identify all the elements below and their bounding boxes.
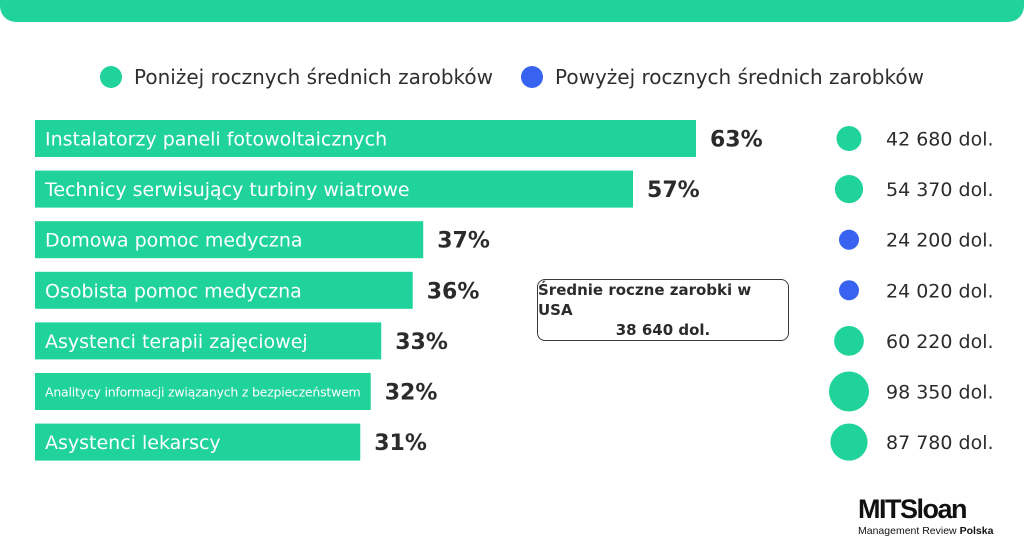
bar-value-label: 57% xyxy=(647,178,700,203)
salary-dot xyxy=(834,326,864,356)
bar xyxy=(35,373,371,410)
bar-value-label: 37% xyxy=(437,229,490,254)
bar xyxy=(35,322,382,360)
legend-item-above: Powyżej rocznych średnich zarobków xyxy=(521,65,924,89)
salary-dot xyxy=(839,280,859,301)
salary-dot xyxy=(834,175,864,204)
bar-value-label: 32% xyxy=(385,381,438,406)
bar-value-label: 63% xyxy=(710,128,763,153)
salary-label: 98 350 dol. xyxy=(886,382,994,404)
legend-dot-blue xyxy=(521,66,544,88)
logo-subtitle-bold: Polska xyxy=(959,525,994,537)
logo-wordmark: MITSloan xyxy=(858,494,968,524)
logo-subtitle-text: Management Review xyxy=(858,525,957,537)
salary-dot xyxy=(830,423,868,461)
average-salary-callout: Średnie roczne zarobki w USA 38 640 dol. xyxy=(537,279,789,341)
legend-label-below: Poniżej rocznych średnich zarobków xyxy=(134,65,494,89)
callout-title: Średnie roczne zarobki w USA xyxy=(538,280,752,319)
salary-dot xyxy=(838,229,860,250)
bar xyxy=(35,423,361,461)
salary-dot xyxy=(836,125,862,152)
bar xyxy=(35,120,696,157)
legend-item-below: Poniżej rocznych średnich zarobków xyxy=(100,65,493,89)
bar-category-label: Technicy serwisujący turbiny wiatrowe xyxy=(44,179,410,201)
salary-label: 87 780 dol. xyxy=(886,432,994,454)
salary-label: 24 020 dol. xyxy=(886,280,994,302)
legend-label-above: Powyżej rocznych średnich zarobków xyxy=(555,65,924,89)
salary-dot xyxy=(829,371,869,412)
mit-sloan-logo: MITSloan Management Review Polska xyxy=(858,494,1008,538)
bar-category-label: Asystenci lekarscy xyxy=(45,432,221,454)
salary-label: 60 220 dol. xyxy=(886,331,994,353)
bar-category-label: Asystenci terapii zajęciowej xyxy=(45,331,308,353)
callout-value: 38 640 dol. xyxy=(615,321,711,340)
bar-value-label: 31% xyxy=(374,431,427,456)
bar-category-label: Domowa pomoc medyczna xyxy=(45,230,303,252)
salary-label: 24 200 dol. xyxy=(886,230,994,252)
salary-label: 54 370 dol. xyxy=(886,179,994,201)
bar-value-label: 33% xyxy=(395,330,448,355)
salary-label: 42 680 dol. xyxy=(886,129,994,151)
bar-category-label: Osobista pomoc medyczna xyxy=(45,280,302,302)
bar-category-label: Instalatorzy paneli fotowoltaicznych xyxy=(45,129,387,151)
chart-legend: Poniżej rocznych średnich zarobków Powyż… xyxy=(0,62,1024,92)
top-banner xyxy=(0,0,1024,22)
logo-subtitle: Management Review Polska xyxy=(858,525,1008,537)
bar xyxy=(35,221,424,259)
bar-value-label: 36% xyxy=(427,279,480,304)
bar xyxy=(35,170,634,208)
bar-category-label: Analitycy informacji związanych z bezpie… xyxy=(45,385,361,400)
legend-dot-green xyxy=(100,66,123,88)
bar xyxy=(35,271,413,309)
